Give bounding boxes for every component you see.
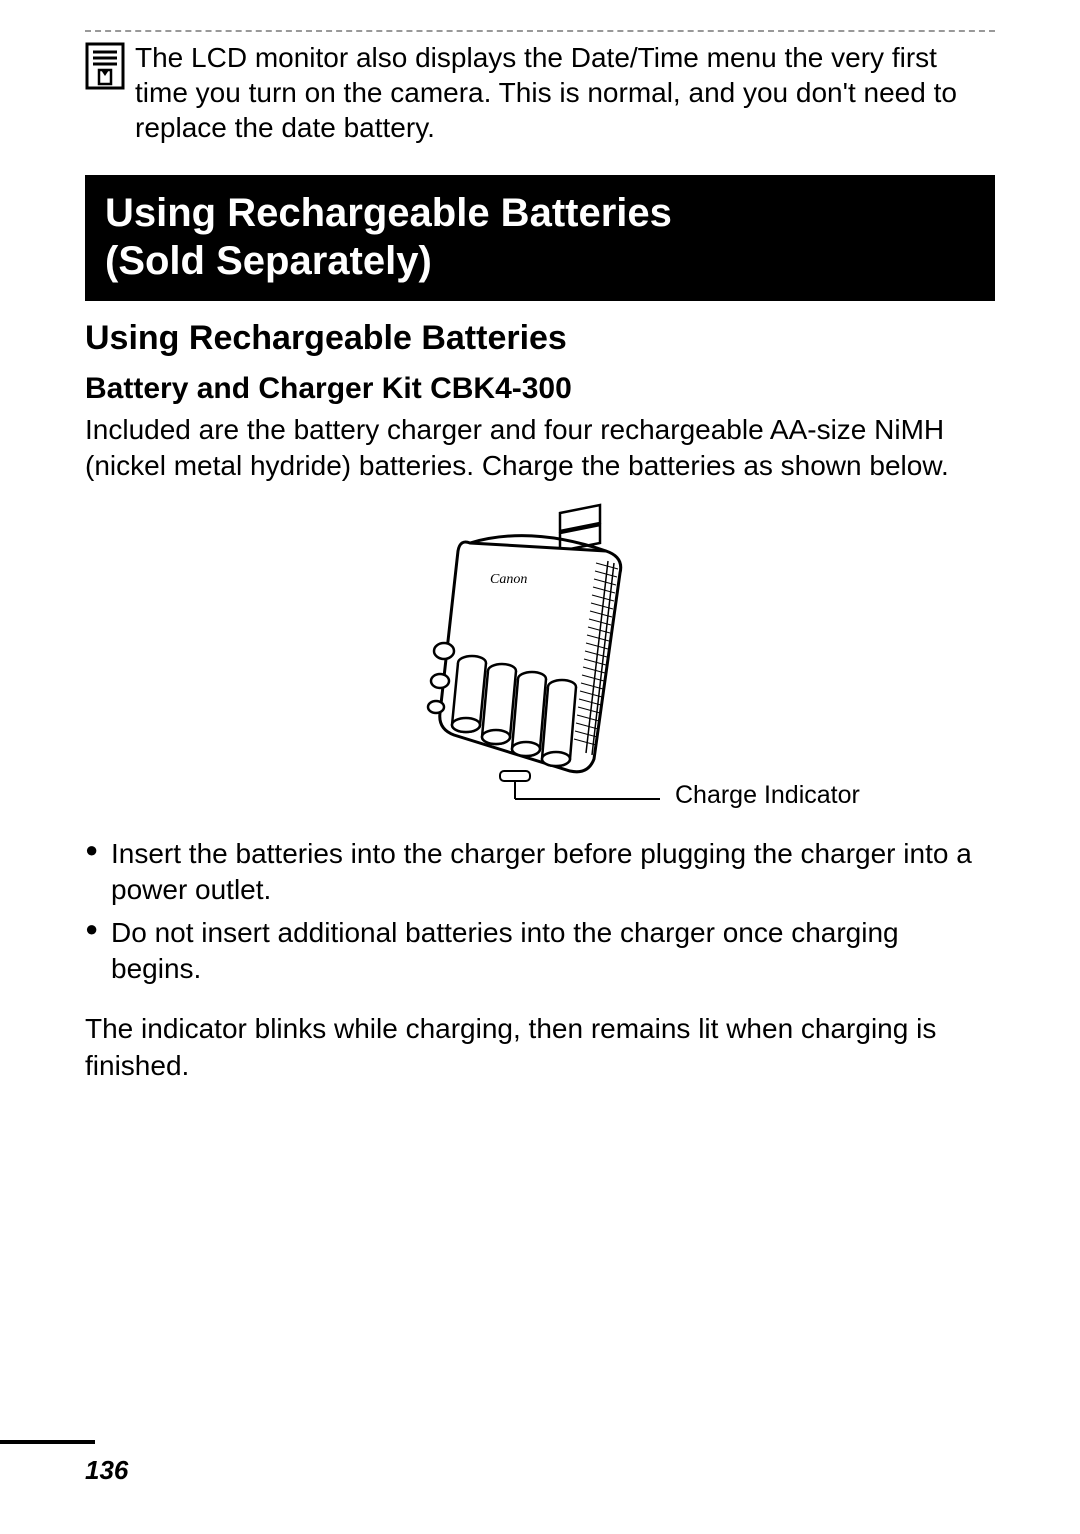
- charge-indicator-label: Charge Indicator: [675, 781, 860, 810]
- bullet-list: Insert the batteries into the charger be…: [85, 836, 995, 988]
- svg-text:Canon: Canon: [490, 572, 527, 587]
- page-number: 136: [85, 1455, 128, 1486]
- indicator-paragraph: The indicator blinks while charging, the…: [85, 1011, 995, 1084]
- sub-sub-heading: Battery and Charger Kit CBK4-300: [85, 372, 995, 406]
- list-item: Insert the batteries into the charger be…: [85, 836, 995, 909]
- note-text: The LCD monitor also displays the Date/T…: [135, 40, 995, 145]
- document-note-icon: [85, 42, 125, 90]
- banner-line-2: (Sold Separately): [105, 237, 975, 285]
- top-dashed-rule: [85, 30, 995, 32]
- page-rule: [0, 1440, 95, 1444]
- list-item: Do not insert additional batteries into …: [85, 915, 995, 988]
- charger-illustration-icon: Canon: [410, 503, 670, 803]
- figure-wrap: Canon: [85, 503, 995, 808]
- charger-figure: Canon: [410, 503, 670, 803]
- banner-line-1: Using Rechargeable Batteries: [105, 189, 975, 237]
- note-block: The LCD monitor also displays the Date/T…: [85, 40, 995, 145]
- intro-body: Included are the battery charger and fou…: [85, 412, 995, 485]
- sub-heading: Using Rechargeable Batteries: [85, 319, 995, 358]
- section-banner: Using Rechargeable Batteries (Sold Separ…: [85, 175, 995, 301]
